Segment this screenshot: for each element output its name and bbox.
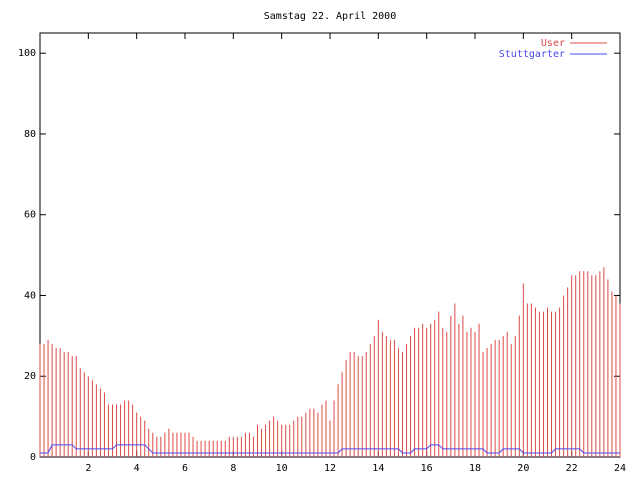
- x-tick-label: 16: [421, 463, 433, 474]
- x-tick-label: 2: [85, 463, 91, 474]
- plot-frame: [39, 32, 621, 458]
- legend-label: User: [541, 38, 565, 49]
- x-tick-label: 10: [276, 463, 288, 474]
- x-tick-label: 8: [230, 463, 236, 474]
- series-line: [40, 444, 620, 454]
- y-tick-label: 60: [24, 210, 36, 221]
- x-tick-label: 18: [469, 463, 481, 474]
- x-tick-label: 12: [324, 463, 336, 474]
- x-tick-label: 4: [134, 463, 140, 474]
- chart-title: Samstag 22. April 2000: [264, 11, 396, 22]
- legend-label: Stuttgarter: [499, 49, 565, 60]
- x-tick-label: 14: [372, 463, 384, 474]
- y-tick-label: 20: [24, 371, 36, 382]
- x-tick-label: 22: [566, 463, 578, 474]
- x-tick-label: 24: [614, 463, 626, 474]
- y-tick-label: 100: [18, 48, 36, 59]
- y-tick-label: 0: [30, 452, 36, 463]
- x-tick-label: 6: [182, 463, 188, 474]
- y-tick-label: 40: [24, 290, 36, 301]
- y-tick-label: 80: [24, 129, 36, 140]
- x-tick-label: 20: [517, 463, 529, 474]
